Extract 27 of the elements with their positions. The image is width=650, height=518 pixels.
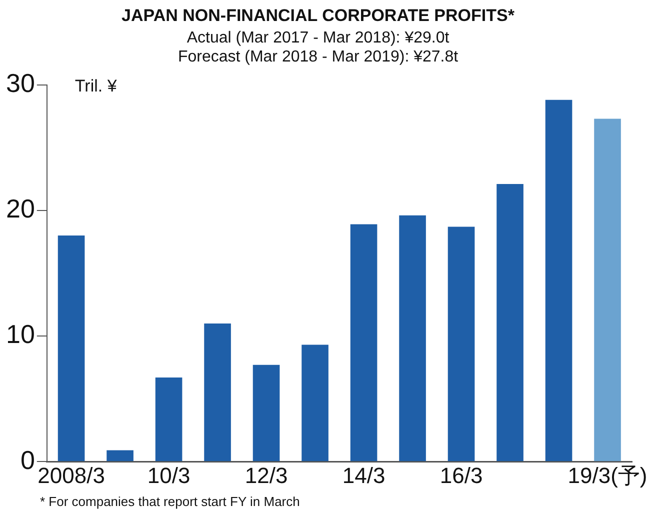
text: Actual (Mar 2017 - Mar 2018): ¥29.0t	[186, 29, 450, 46]
bar	[106, 450, 134, 462]
bar	[204, 323, 231, 462]
bar	[594, 118, 621, 462]
bar	[350, 224, 378, 462]
y-tick-label: 30	[6, 68, 35, 98]
x-tick-label: 14/3	[342, 462, 386, 488]
x-tick-label: 12/3	[244, 462, 288, 488]
text: * For companies that report start FY in March	[40, 494, 300, 509]
bar	[545, 100, 572, 462]
bar	[399, 215, 426, 462]
bar	[448, 226, 475, 462]
bar	[155, 377, 182, 462]
chart-title: JAPAN NON-FINANCIAL CORPORATE PROFITS*	[122, 6, 515, 25]
y-tick-label: 10	[6, 319, 35, 350]
x-tick-label: 10/3	[147, 462, 190, 488]
bar	[252, 364, 280, 462]
x-tick-label: 19/3(予)	[568, 462, 648, 488]
y-axis-title: Tril. ¥	[74, 76, 118, 96]
y-tick-label: 20	[6, 194, 35, 224]
bar	[496, 184, 524, 462]
text: Forecast (Mar 2018 - Mar 2019): ¥27.8t	[178, 48, 458, 66]
bar	[302, 344, 328, 462]
x-tick-label: 2008/3	[38, 462, 105, 488]
bar	[58, 236, 85, 462]
x-tick-label: 16/3	[440, 462, 483, 488]
y-tick-label: 0	[20, 444, 35, 475]
